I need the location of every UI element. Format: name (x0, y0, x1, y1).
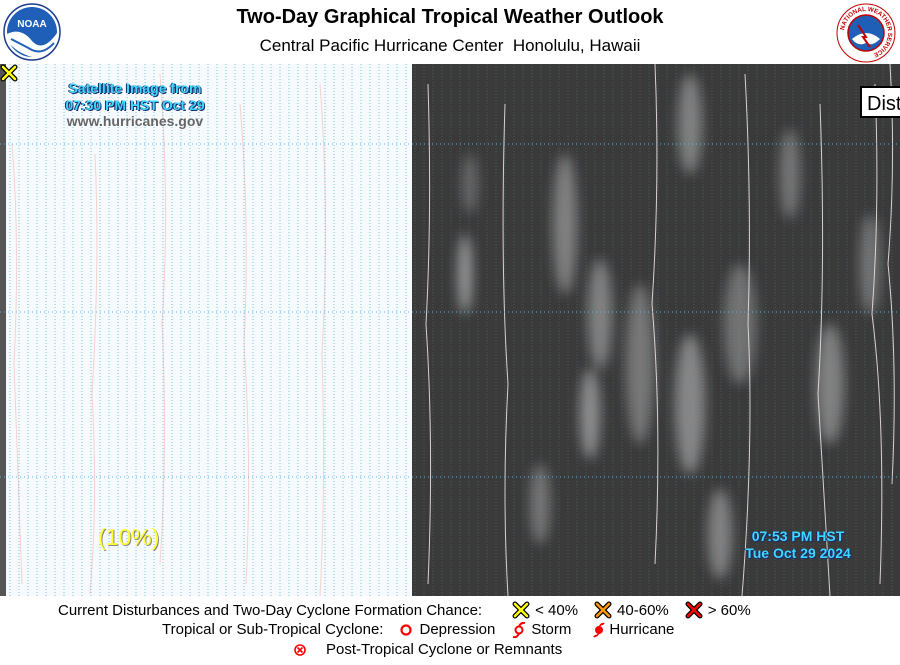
satellite-caption-line1: Satellite Image from (68, 80, 202, 96)
legend-row-cyclones: Tropical or Sub-Tropical Cyclone: Depres… (162, 621, 674, 638)
legend-low-label: < 40% (535, 601, 579, 619)
legend-row-post-tropical: Post-Tropical Cyclone or Remnants (293, 641, 562, 658)
page-subtitle: Central Pacific Hurricane Center Honolul… (259, 36, 641, 55)
legend-row-disturbances: Current Disturbances and Two-Day Cyclone… (58, 601, 751, 619)
low-chance-x-icon (512, 601, 530, 619)
depression-circle-icon (400, 623, 413, 636)
satellite-map: Satellite Image from 07:30 PM HST Oct 29… (0, 64, 900, 596)
issue-date-line2: Tue Oct 29 2024 (745, 545, 851, 561)
header: NOAA Two-Day Graphical Tropical Weather … (0, 0, 900, 64)
issue-time-line1: 07:53 PM HST (751, 528, 845, 544)
nws-logo-icon: NATIONAL WEATHER SERVICE (836, 3, 896, 63)
legend-high-label: > 60% (707, 601, 751, 619)
disturbance-label-box: Dist (860, 86, 900, 118)
mid-chance-x-icon (594, 601, 612, 619)
ocean-area-light (0, 64, 412, 596)
legend-cyclone-label: Tropical or Sub-Tropical Cyclone: (162, 621, 384, 638)
cloud-bands (458, 74, 880, 579)
noaa-logo-text: NOAA (17, 19, 46, 30)
legend-disturbance-label: Current Disturbances and Two-Day Cyclone… (58, 601, 483, 619)
website-label: www.hurricanes.gov (66, 113, 204, 129)
legend-hurricane-label: Hurricane (609, 621, 675, 638)
page-title: Two-Day Graphical Tropical Weather Outlo… (236, 6, 664, 28)
legend-post-tropical-label: Post-Tropical Cyclone or Remnants (326, 641, 563, 658)
disturbance-low-chance-marker[interactable] (0, 64, 18, 82)
formation-chance-label: (10%) (98, 524, 160, 550)
satellite-time-caption: Satellite Image from 07:30 PM HST Oct 29 (40, 80, 230, 114)
left-edge-strip (0, 64, 6, 596)
hurricane-symbol-icon (593, 622, 606, 637)
high-chance-x-icon (685, 601, 703, 619)
issue-time-caption: 07:53 PM HST Tue Oct 29 2024 (718, 528, 878, 562)
satellite-caption-line2: 07:30 PM HST Oct 29 (65, 97, 205, 113)
post-tropical-icon (294, 643, 306, 656)
legend-depression-label: Depression (419, 621, 496, 638)
legend: Current Disturbances and Two-Day Cyclone… (0, 596, 900, 665)
legend-mid-label: 40-60% (617, 601, 669, 619)
map-canvas (0, 64, 900, 596)
legend-storm-label: Storm (531, 621, 572, 638)
dark-area-traces (425, 64, 895, 596)
noaa-logo-icon: NOAA (3, 3, 61, 61)
satellite-imagery-dark (412, 64, 900, 596)
storm-symbol-icon (513, 621, 526, 638)
